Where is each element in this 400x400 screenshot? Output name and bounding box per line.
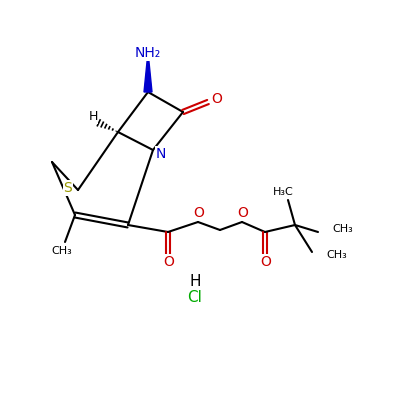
Text: NH₂: NH₂ (135, 46, 161, 60)
Text: S: S (64, 181, 72, 195)
Text: O: O (194, 206, 204, 220)
Text: H: H (189, 274, 201, 290)
Polygon shape (144, 52, 152, 92)
Text: H: H (88, 110, 98, 124)
Text: O: O (164, 255, 174, 269)
Text: O: O (260, 255, 272, 269)
Text: N: N (156, 147, 166, 161)
Text: O: O (212, 92, 222, 106)
Text: O: O (238, 206, 248, 220)
Text: Cl: Cl (188, 290, 202, 304)
Text: CH₃: CH₃ (326, 250, 347, 260)
Text: CH₃: CH₃ (52, 246, 72, 256)
Text: H₃C: H₃C (273, 187, 293, 197)
Text: CH₃: CH₃ (332, 224, 353, 234)
